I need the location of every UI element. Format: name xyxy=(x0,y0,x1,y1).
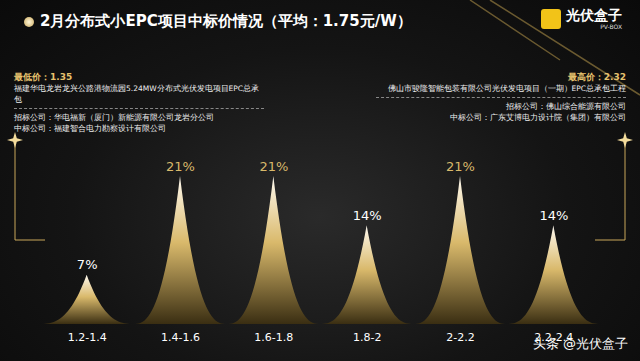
svg-text:21%: 21% xyxy=(259,159,288,174)
html-text:最低价：1.35: 最低价：1.35 xyxy=(14,72,73,82)
html-text:中标公司：广东艾博电力设计院（集团）有限公司: 中标公司：广东艾博电力设计院（集团）有限公司 xyxy=(450,113,626,122)
html-text:招标公司：佛山综合能源有限公司: 招标公司：佛山综合能源有限公司 xyxy=(506,102,626,111)
svg-text:7%: 7% xyxy=(77,257,98,272)
svg-text:21%: 21% xyxy=(446,159,475,174)
html-text:光伏盒子: 光伏盒子 xyxy=(566,7,622,23)
svg-text:1.6-1.8: 1.6-1.8 xyxy=(254,331,293,344)
svg-text:14%: 14% xyxy=(539,208,568,223)
html-text:佛山市骏隆智能包装有限公司光伏发电项目（一期）EPC总承包工: 佛山市骏隆智能包装有限公司光伏发电项目（一期）EPC总承包工程 xyxy=(387,84,626,93)
svg-text:2-2.2: 2-2.2 xyxy=(446,331,474,344)
svg-text:21%: 21% xyxy=(166,159,195,174)
svg-text:1.2-1.4: 1.2-1.4 xyxy=(68,331,107,344)
html-text:2月分布式小EPC项目中标价情况（平均：1.75元/W）: 2月分布式小EPC项目中标价情况（平均：1.75元/W） xyxy=(40,12,412,30)
html-text:中标公司：福建智合电力勘察设计有限公司: 中标公司：福建智合电力勘察设计有限公司 xyxy=(14,124,166,133)
html-text:福建华电龙岩龙兴公路港物流园5.24MW分布式光伏发电项目E: 福建华电龙岩龙兴公路港物流园5.24MW分布式光伏发电项目EPC总承包 xyxy=(14,84,260,104)
html-text:头条 @光伏盒子: 头条 @光伏盒子 xyxy=(532,336,628,351)
html-text:最高价：2.32: 最高价：2.32 xyxy=(567,72,626,82)
svg-text:1.8-2: 1.8-2 xyxy=(353,331,381,344)
html-text:招标公司：华电福新（厦门）新能源有限公司龙岩分公司: 招标公司：华电福新（厦门）新能源有限公司龙岩分公司 xyxy=(14,113,214,122)
html-text:PV-BOX: PV-BOX xyxy=(600,23,622,30)
svg-text:14%: 14% xyxy=(353,208,382,223)
svg-text:1.4-1.6: 1.4-1.6 xyxy=(161,331,200,344)
